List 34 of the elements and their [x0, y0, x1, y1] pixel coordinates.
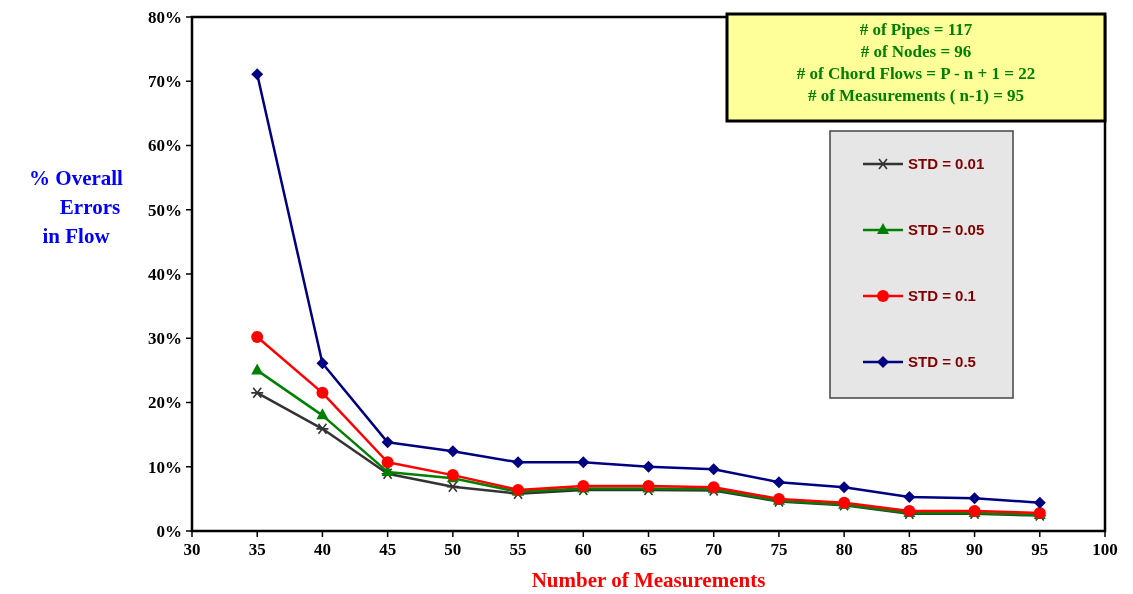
x-tick-label: 85 [900, 540, 918, 559]
y-tick-label: 40% [148, 264, 182, 284]
x-tick-label: 35 [248, 540, 266, 559]
legend-label: STD = 0.05 [908, 221, 985, 239]
x-tick-label: 100 [1092, 540, 1118, 559]
annotation: # of Pipes = 117 [859, 20, 973, 39]
x-tick-label: 90 [966, 540, 984, 559]
x-tick-label: 55 [509, 540, 527, 559]
y-tick-label: 60% [148, 136, 182, 156]
x-tick-label: 50 [444, 540, 462, 559]
y-tick-label: 70% [148, 72, 182, 92]
x-tick-label: 45 [379, 540, 397, 559]
x-tick-label: 60 [574, 540, 592, 559]
x-tick-label: 30 [183, 540, 201, 559]
x-tick-label: 40 [313, 540, 331, 559]
x-axis-title: Number of Measurements [531, 568, 766, 592]
x-tick-label: 80 [835, 540, 853, 559]
y-tick-label: 50% [148, 200, 182, 220]
x-tick-label: 75 [770, 540, 788, 559]
y-tick-label: 0% [156, 521, 182, 541]
y-tick-label: 20% [148, 393, 182, 413]
legend-label: STD = 0.5 [908, 353, 976, 371]
x-tick-label: 95 [1031, 540, 1049, 559]
y-tick-label: 30% [148, 329, 182, 349]
annotation: # of Nodes = 96 [860, 42, 972, 61]
annotation: # of Measurements ( n-1) = 95 [807, 86, 1025, 105]
legend-label: STD = 0.01 [908, 155, 985, 173]
legend-label: STD = 0.1 [908, 287, 976, 305]
annotation: # of Chord Flows = P - n + 1 = 22 [796, 64, 1036, 83]
x-tick-label: 65 [640, 540, 657, 559]
y-tick-label: 10% [148, 457, 182, 477]
y-axis-title: % Overall Errors in Flow [29, 166, 124, 248]
x-tick-label: 70 [705, 540, 723, 559]
y-tick-label: 80% [148, 7, 182, 27]
